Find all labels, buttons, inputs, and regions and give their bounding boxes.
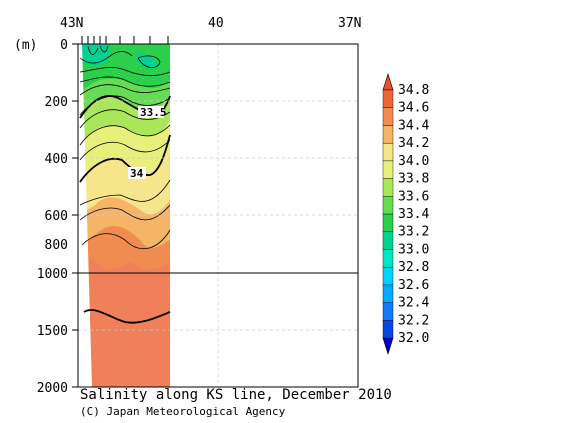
- colorbar-segment: [382, 178, 394, 197]
- colorbar-label: 32.6: [398, 278, 429, 293]
- band-deep: [78, 273, 170, 387]
- missing-data-notch: [82, 313, 90, 323]
- y-tick-label-600: 600: [45, 209, 68, 224]
- y-tick-label-1000: 1000: [37, 267, 68, 282]
- colorbar-segment: [382, 196, 394, 215]
- contour-line: [81, 229, 171, 250]
- station-ticks: [81, 36, 169, 44]
- x-tick-label-40: 40: [208, 16, 224, 31]
- y-tick-label-200: 200: [45, 95, 68, 110]
- y-tick-label-400: 400: [45, 152, 68, 167]
- y-tick-label-800: 800: [45, 238, 68, 253]
- missing-data-wedge: [78, 44, 92, 387]
- contour-label-bg: [128, 167, 146, 179]
- colorbar-segment: [382, 231, 394, 250]
- y-tick-label-2000: 2000: [37, 381, 68, 396]
- colorbar-label: 34.4: [398, 118, 429, 133]
- contour-label-33-5: 33.5: [140, 106, 167, 119]
- contour-lines: [79, 45, 171, 250]
- contour-line: [79, 84, 171, 96]
- colorbar-segment: [382, 249, 394, 268]
- colorbar-label: 33.0: [398, 242, 429, 257]
- colorbar-label: 32.4: [398, 296, 429, 311]
- colorbar-segment: [382, 142, 394, 162]
- colorbar-label: 32.0: [398, 331, 429, 346]
- contour-line: [79, 67, 171, 76]
- contour-label-bg: [138, 106, 164, 118]
- y-tick-label-0: 0: [60, 38, 68, 53]
- y-axis-ticks: [72, 43, 78, 388]
- colorbar-segment: [382, 213, 394, 232]
- contour-line: [99, 45, 109, 53]
- colorbar-extend-high: [382, 72, 394, 91]
- contour-line: [79, 204, 171, 221]
- contour-line: [79, 179, 171, 206]
- chart-credit: (C) Japan Meteorological Agency: [80, 405, 286, 418]
- band-33-2-patch: [136, 52, 158, 68]
- colorbar-label: 33.8: [398, 172, 429, 187]
- colorbar-label: 33.4: [398, 207, 429, 222]
- colorbar-segment: [382, 320, 394, 339]
- colorbar-segment: [382, 302, 394, 321]
- colorbar-segment: [382, 160, 394, 179]
- colorbar-label: 34.2: [398, 136, 429, 151]
- y-axis-unit: (m): [14, 38, 37, 53]
- colorbar-label: 34.6: [398, 101, 429, 116]
- contour-line: [87, 45, 99, 55]
- salinity-section: 33.5 34: [78, 44, 171, 387]
- colorbar-label: 33.2: [398, 225, 429, 240]
- contour-line: [79, 139, 171, 161]
- colorbar-segment: [382, 125, 394, 144]
- contour-line: [79, 76, 171, 87]
- y-tick-label-1500: 1500: [37, 324, 68, 339]
- x-tick-label-37n: 37N: [338, 16, 361, 31]
- colorbar-segment: [382, 266, 394, 286]
- contour-34-6: [83, 309, 171, 324]
- colorbar-label: 34.8: [398, 83, 429, 98]
- contour-line: [79, 51, 133, 64]
- colorbar-segment: [382, 284, 394, 303]
- colorbar-label: 32.2: [398, 313, 429, 328]
- band-deep-top: [80, 258, 170, 290]
- colorbar-extend-low: [382, 337, 394, 356]
- colorbar-label: 33.6: [398, 189, 429, 204]
- colorbar-segment: [382, 107, 394, 126]
- contour-line: [79, 109, 171, 129]
- contour-line: [137, 55, 161, 68]
- contour-label-34: 34: [130, 167, 144, 180]
- colorbar-label: 32.8: [398, 260, 429, 275]
- colorbar-segment: [382, 89, 394, 108]
- colorbar-label: 34.0: [398, 154, 429, 169]
- x-tick-label-43n: 43N: [60, 16, 83, 31]
- chart-title: Salinity along KS line, December 2010: [80, 387, 392, 403]
- colorbar: 32.0 32.2 32.4 32.6 32.8 33.0 33.2 33.4 33.6 33.8…: [382, 72, 429, 356]
- contour-line: [79, 124, 171, 146]
